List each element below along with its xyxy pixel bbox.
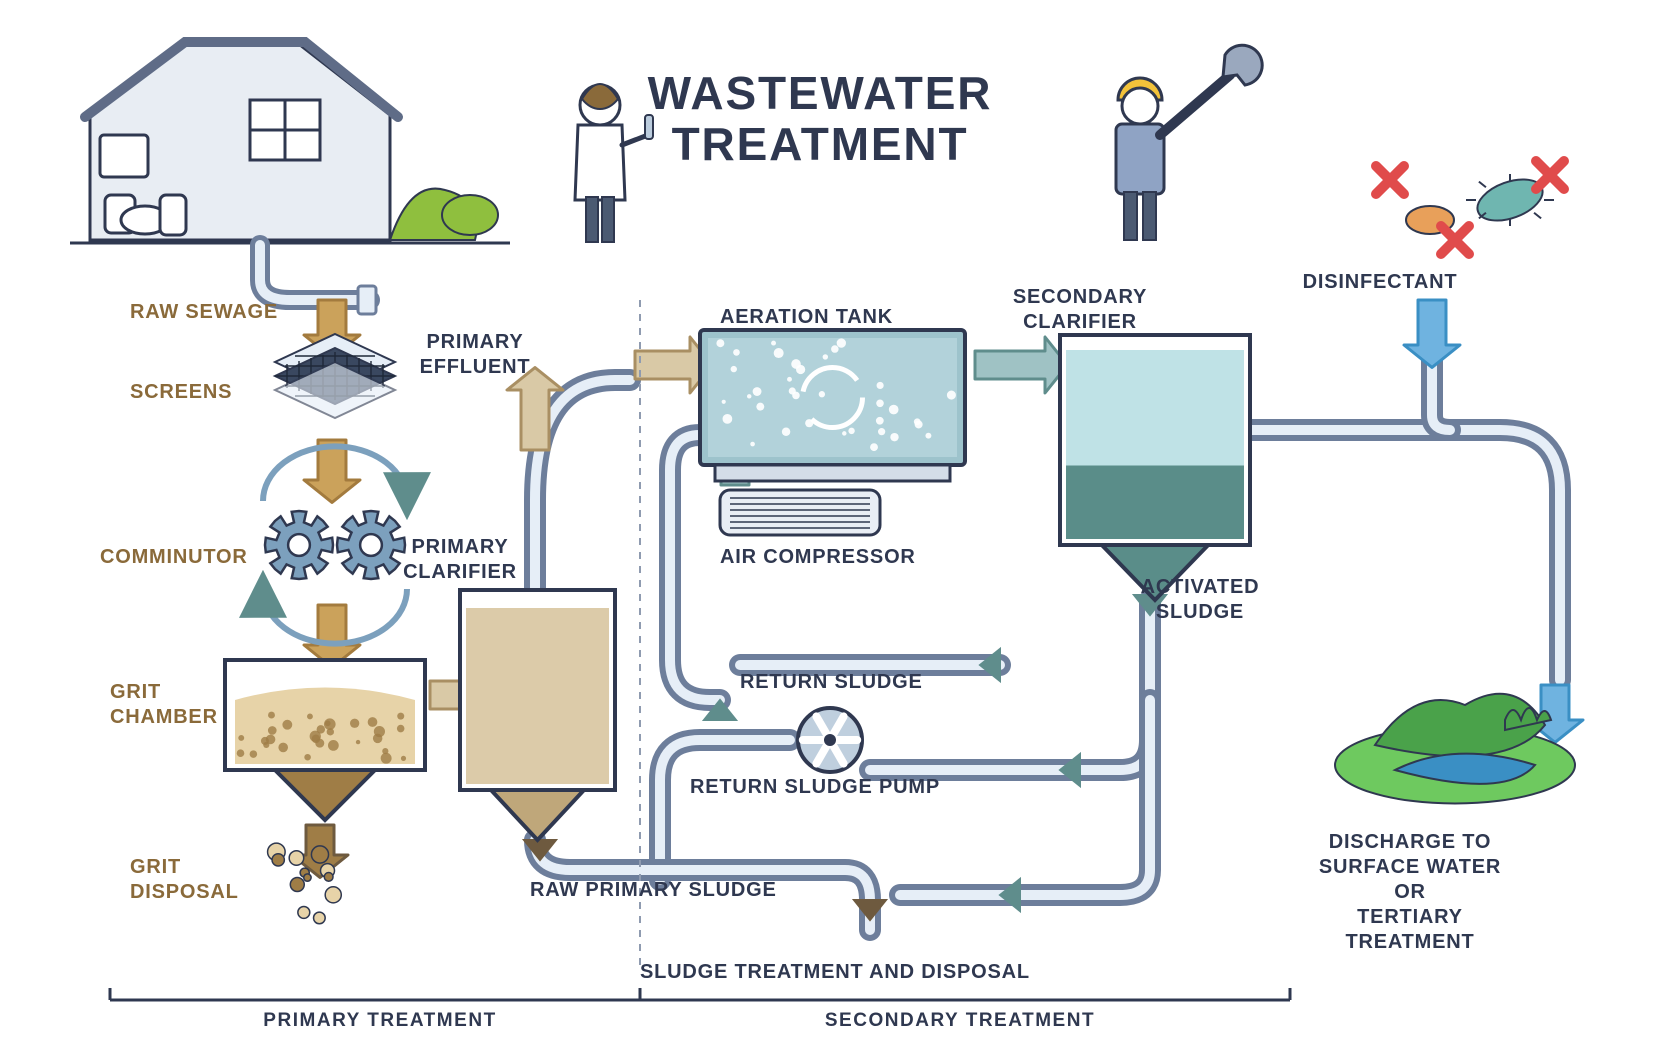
a-disinfect-down	[1404, 300, 1460, 367]
pa-branch	[1000, 879, 1020, 911]
label-disinfectant: DISINFECTANT	[1240, 270, 1520, 295]
label-raw-primary-sludge: RAW PRIMARY SLUDGE	[530, 878, 777, 903]
section-primary: PRIMARY TREATMENT	[180, 1010, 580, 1032]
label-activated-sludge: ACTIVATED SLUDGE	[1060, 575, 1340, 625]
pa-tosludge	[854, 900, 886, 920]
pa-actsludge2	[1060, 754, 1080, 786]
label-sludge-treatment: SLUDGE TREATMENT AND DISPOSAL	[640, 960, 1030, 985]
section-secondary: SECONDARY TREATMENT	[760, 1010, 1160, 1032]
label-return-sludge-pump: RETURN SLUDGE PUMP	[690, 775, 940, 800]
pa-return	[980, 649, 1000, 681]
label-grit-chamber: GRIT CHAMBER	[110, 680, 218, 730]
label-return-sludge: RETURN SLUDGE	[740, 670, 923, 695]
diagram-title: WASTEWATERTREATMENT	[540, 68, 1100, 169]
a-aer-to-sec	[975, 337, 1067, 393]
label-screens: SCREENS	[130, 380, 232, 405]
label-aeration-tank: AERATION TANK	[720, 305, 893, 330]
title-line1: WASTEWATER	[648, 67, 993, 119]
label-secondary-clarifier: SECONDARY CLARIFIER	[940, 285, 1220, 335]
label-comminutor: COMMINUTOR	[100, 545, 248, 570]
label-raw-sewage: RAW SEWAGE	[130, 300, 278, 325]
title-line2: TREATMENT	[672, 118, 969, 170]
label-discharge: DISCHARGE TO SURFACE WATER OR TERTIARY T…	[1270, 830, 1550, 955]
label-grit-disposal: GRIT DISPOSAL	[130, 855, 239, 905]
label-primary-clarifier: PRIMARY CLARIFIER	[320, 535, 600, 585]
label-primary-effluent: PRIMARY EFFLUENT	[335, 330, 615, 380]
label-air-compressor: AIR COMPRESSOR	[720, 545, 916, 570]
